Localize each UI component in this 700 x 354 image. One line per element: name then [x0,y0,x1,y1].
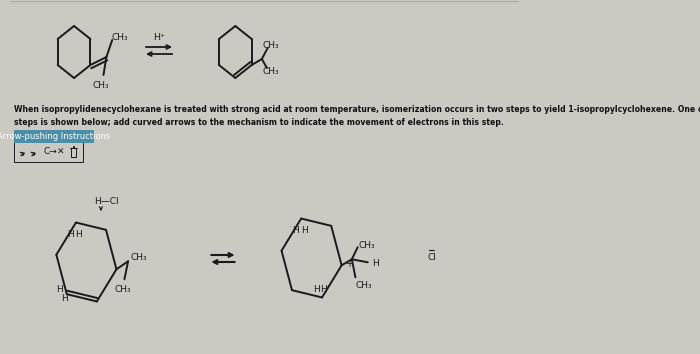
Text: Cl: Cl [427,253,436,263]
Text: H—Cl: H—Cl [94,198,119,206]
Text: CH₃: CH₃ [131,253,147,262]
Text: H: H [301,226,307,235]
Text: CH₃: CH₃ [93,80,110,90]
Text: CH₃: CH₃ [115,285,132,294]
Text: CH₃: CH₃ [358,241,374,250]
Text: H: H [76,230,82,239]
Text: H: H [56,285,63,294]
Bar [14,130,94,143]
Text: CH₃: CH₃ [356,281,372,290]
Text: H: H [372,259,379,268]
Text: Arrow-pushing Instructions: Arrow-pushing Instructions [0,132,111,141]
Text: CH₃: CH₃ [111,34,128,42]
Text: H: H [66,230,74,239]
Text: CH₃: CH₃ [262,67,279,75]
Bar [71,148,76,157]
Text: H: H [320,285,327,294]
Text: H⁺: H⁺ [153,33,165,41]
Bar [14,142,83,162]
Text: When isopropylidenecyclohexane is treated with strong acid at room temperature, : When isopropylidenecyclohexane is treate… [14,105,700,127]
Text: H: H [292,226,299,235]
Text: +: + [345,259,353,269]
Text: C→: C→ [43,148,57,156]
Text: H: H [61,294,68,303]
Text: ✕: ✕ [57,148,64,156]
Text: H: H [314,285,321,294]
Text: CH₃: CH₃ [263,40,279,50]
